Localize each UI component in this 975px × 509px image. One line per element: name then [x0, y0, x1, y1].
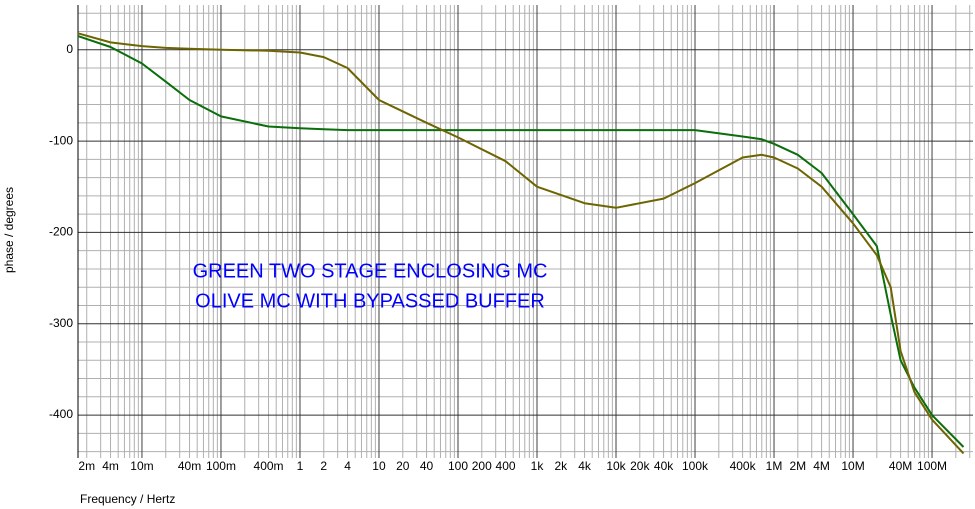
annotation: GREEN TWO STAGE ENCLOSING MC [193, 260, 548, 282]
x-tick-label: 40m [178, 459, 201, 473]
x-tick-label: 10M [841, 459, 864, 473]
x-tick-label: 40 [420, 459, 434, 473]
x-tick-label: 4M [813, 459, 830, 473]
x-tick-label: 10k [606, 459, 626, 473]
x-tick-label: 10m [130, 459, 153, 473]
x-tick-label: 20 [396, 459, 410, 473]
y-tick-label: 0 [66, 42, 73, 56]
x-tick-label: 2 [320, 459, 327, 473]
y-tick-label: -300 [49, 316, 73, 330]
x-tick-label: 400m [254, 459, 284, 473]
x-tick-label: 10 [372, 459, 386, 473]
x-tick-label: 20k [630, 459, 650, 473]
y-axis-label: phase / degrees [2, 187, 16, 273]
x-tick-label: 40k [654, 459, 674, 473]
x-tick-label: 4 [344, 459, 351, 473]
x-tick-label: 200 [472, 459, 492, 473]
x-axis-label: Frequency / Hertz [80, 492, 175, 506]
x-tick-label: 400k [730, 459, 757, 473]
x-tick-label: 4m [102, 459, 119, 473]
x-tick-label: 400 [496, 459, 516, 473]
x-tick-label: 1 [297, 459, 304, 473]
x-tick-label: 1M [766, 459, 783, 473]
x-tick-label: 2k [554, 459, 568, 473]
annotation: OLIVE MC WITH BYPASSED BUFFER [195, 290, 545, 312]
x-tick-label: 2M [789, 459, 806, 473]
x-tick-label: 1k [531, 459, 545, 473]
y-tick-label: -100 [49, 133, 73, 147]
x-tick-label: 100M [917, 459, 947, 473]
y-tick-label: -200 [49, 225, 73, 239]
x-tick-label: 100 [448, 459, 468, 473]
series-line [77, 32, 965, 455]
x-tick-label: 40M [889, 459, 912, 473]
x-tick-label: 100k [682, 459, 709, 473]
x-tick-label: 4k [578, 459, 592, 473]
y-tick-label: -400 [49, 407, 73, 421]
x-tick-label: 100m [206, 459, 236, 473]
series-line [77, 35, 965, 448]
x-tick-label: 2m [78, 459, 95, 473]
